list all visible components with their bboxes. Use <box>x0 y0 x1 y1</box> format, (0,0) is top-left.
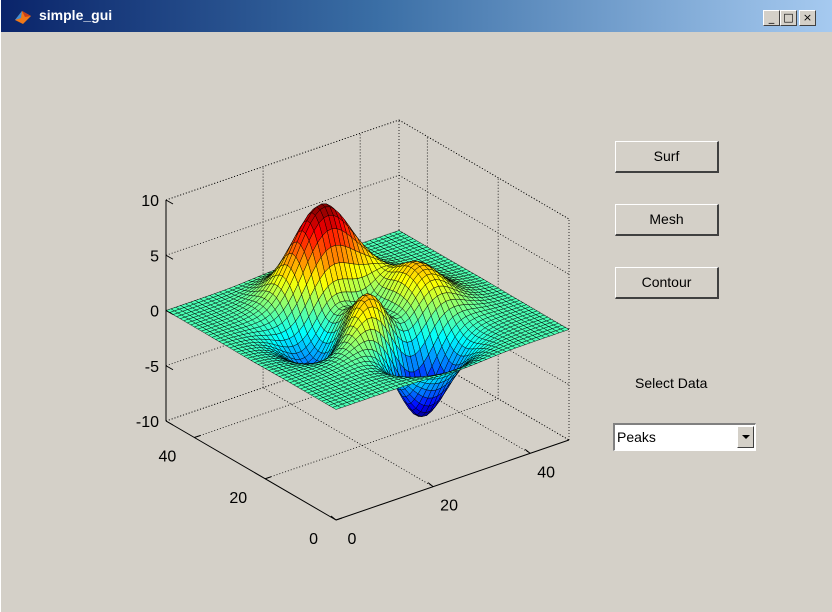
x-tick <box>428 483 433 487</box>
y-tick <box>336 518 342 520</box>
mesh-button[interactable]: Mesh <box>615 204 719 236</box>
x-tick-label: 40 <box>537 464 555 481</box>
x-tick-label: 0 <box>348 531 357 548</box>
close-button[interactable]: × <box>799 10 816 26</box>
minimize-button[interactable]: _ <box>763 10 780 26</box>
contour-button[interactable]: Contour <box>615 267 719 299</box>
z-tick-label: 5 <box>150 248 159 265</box>
top-edge-back-right <box>399 120 569 219</box>
title-bar[interactable]: simple_gui _ □ × <box>1 0 832 32</box>
z-tick-label: -10 <box>136 414 159 431</box>
y-axis <box>166 421 336 520</box>
maximize-button[interactable]: □ <box>780 10 797 26</box>
y-tick <box>194 436 200 438</box>
z-tick-label: 0 <box>150 304 159 321</box>
surface-plot[interactable]: -10 -5 0 5 10 0 20 40 0 20 40 <box>1 32 601 592</box>
chevron-down-icon[interactable] <box>737 426 754 448</box>
z-tick-label: -5 <box>145 359 159 376</box>
x-tick <box>525 449 530 453</box>
surf-button[interactable]: Surf <box>615 141 719 173</box>
maximize-icon: □ <box>783 11 793 24</box>
select-data-label: Select Data <box>635 375 707 391</box>
z-tick-label: 10 <box>141 193 159 210</box>
y-tick-label: 0 <box>309 531 318 548</box>
data-select-value: Peaks <box>617 429 656 445</box>
matlab-logo-icon <box>13 8 33 26</box>
y-tick <box>265 477 271 479</box>
y-tick-label: 20 <box>229 490 247 507</box>
z-tick <box>166 366 173 370</box>
z-tick <box>166 255 173 259</box>
surface-mesh <box>166 204 569 417</box>
data-select[interactable]: Peaks <box>613 423 756 451</box>
z-tick <box>166 421 173 425</box>
y-tick-label: 40 <box>159 449 177 466</box>
window-title: simple_gui <box>39 7 112 23</box>
z-tick <box>166 200 173 204</box>
grid-line-z <box>166 120 399 200</box>
minimize-icon: _ <box>769 11 775 24</box>
grid-line-y <box>265 399 498 479</box>
grid-line-z <box>399 120 569 219</box>
close-icon: × <box>803 11 812 24</box>
x-tick-label: 20 <box>440 498 458 515</box>
